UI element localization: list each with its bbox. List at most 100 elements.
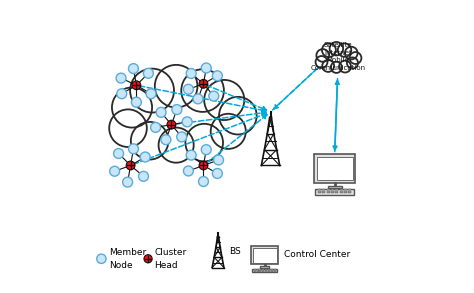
Circle shape — [128, 144, 138, 154]
FancyBboxPatch shape — [259, 271, 262, 272]
Circle shape — [199, 177, 209, 186]
Circle shape — [199, 161, 208, 170]
Circle shape — [349, 52, 361, 64]
Circle shape — [339, 61, 351, 72]
Circle shape — [201, 63, 211, 73]
Circle shape — [126, 161, 135, 170]
FancyBboxPatch shape — [314, 154, 355, 183]
Circle shape — [117, 89, 127, 99]
FancyBboxPatch shape — [340, 191, 343, 192]
Circle shape — [144, 68, 153, 78]
Circle shape — [128, 64, 138, 74]
FancyBboxPatch shape — [254, 269, 255, 270]
Text: BS: BS — [229, 247, 241, 256]
Circle shape — [116, 73, 126, 83]
FancyBboxPatch shape — [265, 271, 267, 272]
FancyBboxPatch shape — [254, 271, 255, 272]
Circle shape — [135, 87, 185, 138]
FancyBboxPatch shape — [251, 246, 278, 265]
FancyBboxPatch shape — [348, 191, 351, 192]
FancyBboxPatch shape — [271, 271, 273, 272]
Circle shape — [186, 150, 196, 160]
Text: Node: Node — [109, 261, 132, 270]
Circle shape — [328, 49, 347, 69]
Circle shape — [331, 62, 342, 73]
Circle shape — [204, 80, 244, 120]
FancyBboxPatch shape — [335, 189, 338, 190]
Circle shape — [183, 166, 193, 176]
FancyBboxPatch shape — [253, 248, 276, 263]
Circle shape — [201, 145, 211, 155]
FancyBboxPatch shape — [262, 269, 264, 270]
Circle shape — [112, 87, 152, 127]
Circle shape — [177, 132, 187, 142]
Circle shape — [323, 49, 339, 65]
Circle shape — [144, 255, 152, 263]
Circle shape — [199, 79, 208, 88]
FancyBboxPatch shape — [256, 271, 258, 272]
Circle shape — [132, 81, 141, 90]
Circle shape — [338, 43, 351, 57]
Circle shape — [138, 171, 148, 181]
Circle shape — [212, 168, 222, 178]
Circle shape — [161, 135, 171, 145]
Circle shape — [97, 254, 106, 263]
Circle shape — [156, 108, 166, 117]
FancyBboxPatch shape — [331, 189, 334, 190]
FancyBboxPatch shape — [318, 189, 321, 190]
Text: Member: Member — [109, 248, 146, 257]
Circle shape — [159, 127, 194, 163]
Circle shape — [155, 65, 198, 108]
Circle shape — [219, 97, 257, 134]
Circle shape — [109, 109, 147, 147]
FancyBboxPatch shape — [348, 189, 351, 190]
FancyBboxPatch shape — [260, 266, 269, 268]
Circle shape — [140, 152, 150, 162]
Circle shape — [109, 166, 119, 176]
Circle shape — [146, 89, 156, 99]
FancyBboxPatch shape — [315, 189, 354, 195]
FancyBboxPatch shape — [268, 269, 270, 270]
Circle shape — [130, 69, 174, 113]
FancyBboxPatch shape — [273, 271, 276, 272]
FancyBboxPatch shape — [331, 191, 334, 192]
FancyBboxPatch shape — [317, 157, 353, 180]
FancyBboxPatch shape — [273, 269, 276, 270]
Text: Head: Head — [155, 261, 178, 270]
Circle shape — [336, 50, 351, 65]
FancyBboxPatch shape — [335, 191, 338, 192]
Text: Satellite
Internet
Mobile
Communication: Satellite Internet Mobile Communication — [310, 42, 366, 71]
Circle shape — [316, 56, 328, 68]
Circle shape — [172, 105, 182, 115]
Circle shape — [316, 49, 329, 62]
Circle shape — [345, 47, 357, 59]
Circle shape — [131, 122, 168, 160]
FancyBboxPatch shape — [328, 185, 342, 188]
FancyBboxPatch shape — [259, 269, 262, 270]
Circle shape — [185, 124, 223, 161]
FancyBboxPatch shape — [344, 191, 347, 192]
Circle shape — [347, 57, 358, 69]
Circle shape — [329, 42, 343, 55]
Circle shape — [182, 117, 192, 127]
FancyBboxPatch shape — [318, 191, 321, 192]
FancyBboxPatch shape — [322, 191, 325, 192]
FancyBboxPatch shape — [268, 271, 270, 272]
FancyBboxPatch shape — [271, 269, 273, 270]
Circle shape — [212, 71, 222, 81]
Circle shape — [186, 69, 196, 79]
FancyBboxPatch shape — [252, 268, 277, 272]
Circle shape — [211, 114, 246, 149]
Text: Cluster: Cluster — [155, 248, 187, 257]
Circle shape — [193, 94, 203, 104]
Circle shape — [151, 122, 161, 132]
FancyBboxPatch shape — [327, 189, 330, 190]
Circle shape — [322, 43, 336, 57]
Circle shape — [176, 90, 224, 138]
Circle shape — [181, 69, 224, 112]
Circle shape — [214, 155, 224, 165]
Circle shape — [183, 84, 193, 94]
FancyBboxPatch shape — [256, 269, 258, 270]
FancyBboxPatch shape — [340, 189, 343, 190]
Circle shape — [149, 87, 211, 150]
